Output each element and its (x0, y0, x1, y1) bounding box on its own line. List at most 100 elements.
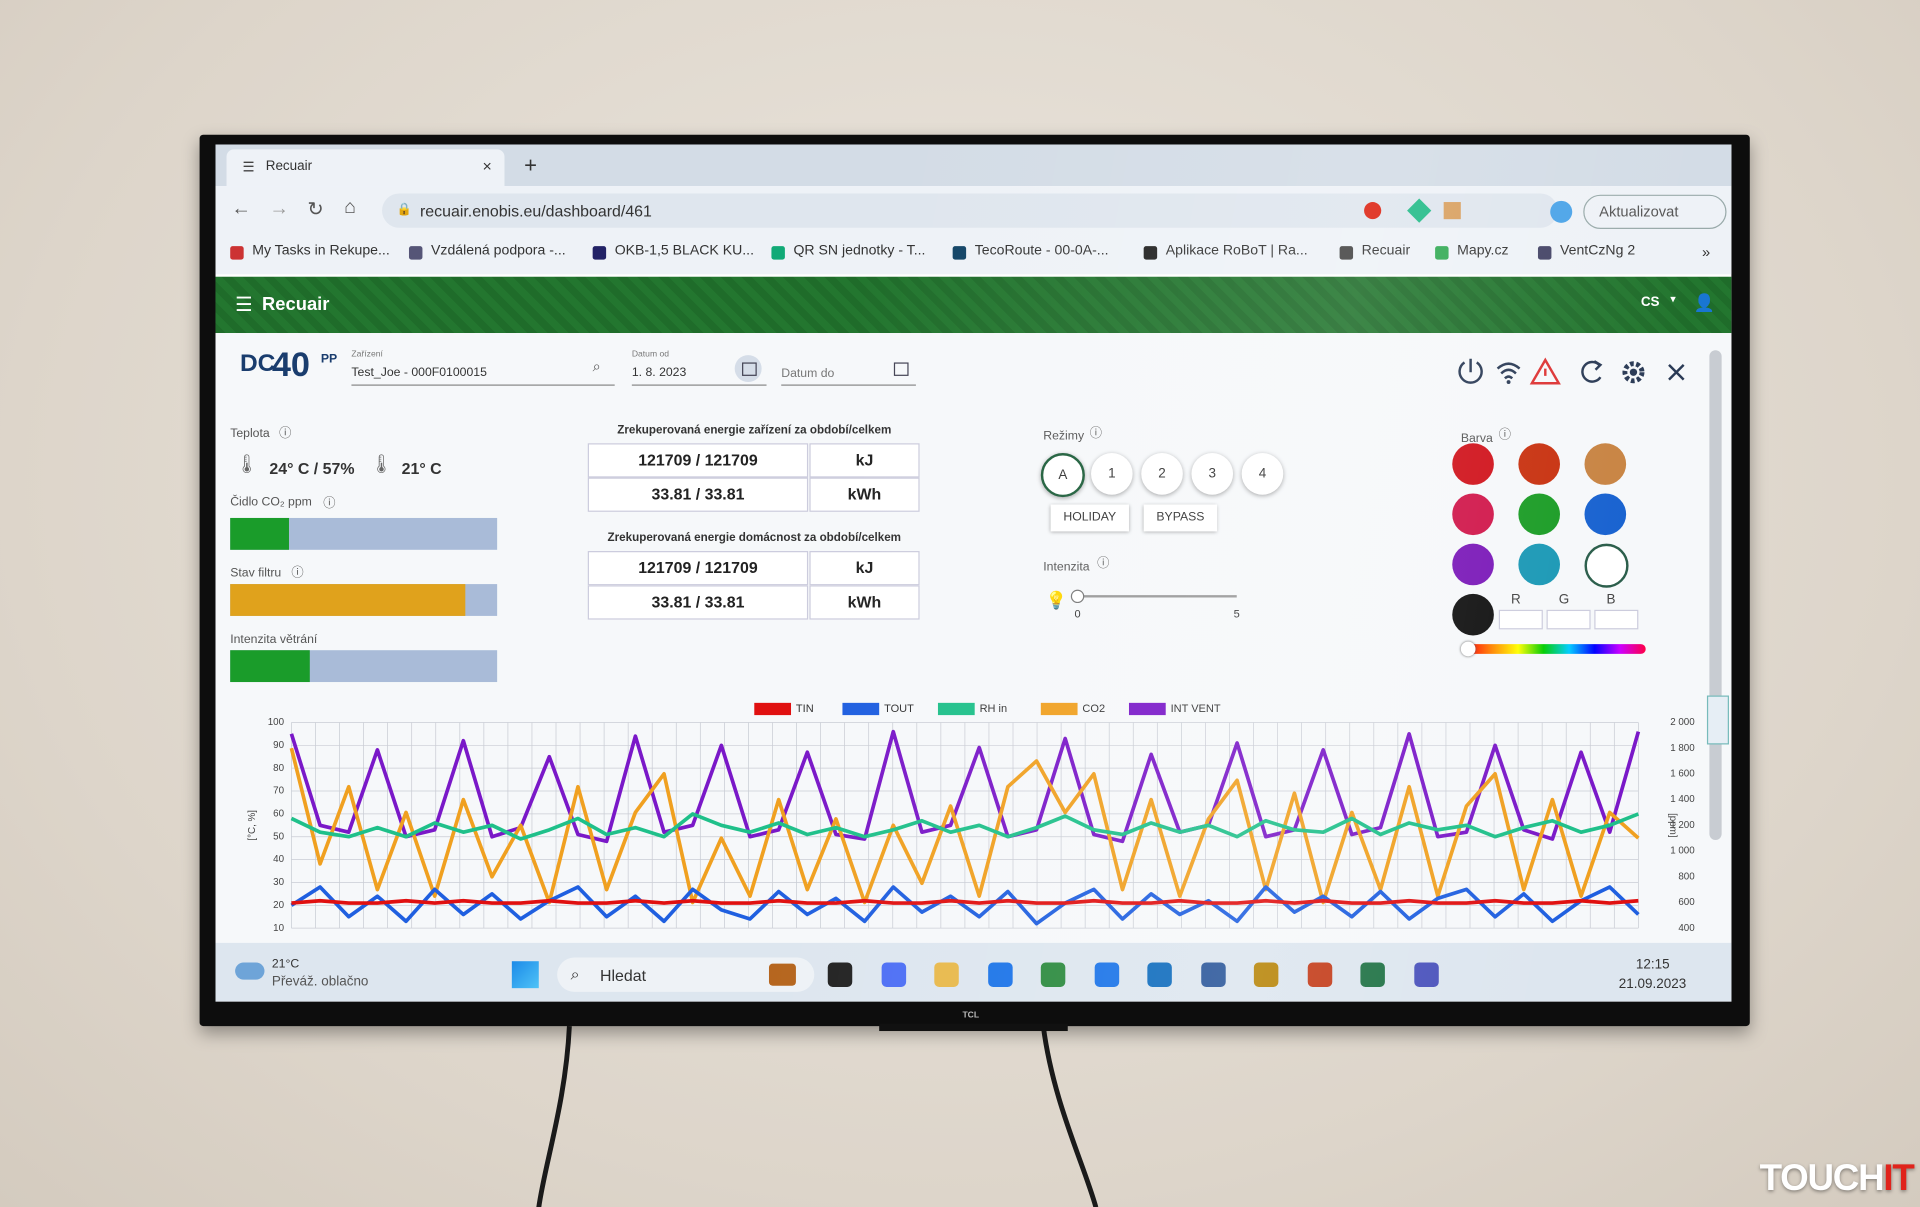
user-icon[interactable]: 👤 (1693, 292, 1715, 313)
color-swatch[interactable] (1584, 493, 1627, 536)
legend-label[interactable]: INT VENT (1171, 703, 1221, 715)
taskbar-app[interactable] (1307, 962, 1332, 987)
search-icon[interactable]: ⌕ (592, 357, 601, 375)
rgb-input[interactable] (1594, 609, 1639, 630)
taskbar-app[interactable] (1360, 962, 1385, 987)
mode-extra-button[interactable]: BYPASS (1143, 504, 1218, 532)
logo-dc: DC (240, 350, 276, 378)
mode-extra-button[interactable]: HOLIDAY (1050, 504, 1129, 532)
info-icon[interactable]: ⓘ (1089, 427, 1103, 441)
date-from-picker[interactable] (734, 355, 762, 383)
taskbar-app[interactable] (1253, 962, 1279, 987)
taskbar-app[interactable] (987, 962, 1013, 987)
bookmark[interactable]: QR SN jednotky - T... (793, 243, 926, 259)
taskbar-app[interactable] (1147, 962, 1172, 987)
color-swatch[interactable] (1518, 543, 1560, 586)
taskbar-app[interactable] (1413, 962, 1439, 987)
info-icon[interactable]: ⓘ (291, 566, 304, 581)
ext-icon[interactable] (1443, 202, 1461, 220)
color-swatch[interactable] (1452, 443, 1494, 485)
mode-button[interactable]: 3 (1191, 453, 1234, 495)
app-header (215, 276, 1732, 334)
color-swatch[interactable] (1452, 493, 1494, 536)
taskbar-app[interactable] (1040, 962, 1066, 987)
chart-tools[interactable] (1706, 695, 1729, 745)
tab[interactable] (226, 149, 505, 187)
mode-button[interactable]: 2 (1141, 453, 1183, 495)
address-bar[interactable] (382, 193, 1558, 228)
refresh-icon[interactable] (1581, 360, 1603, 383)
tab-close[interactable]: × (482, 156, 492, 176)
bookmarks-more[interactable]: » (1702, 243, 1711, 261)
mode-button[interactable]: 4 (1241, 453, 1284, 495)
settings-icon[interactable] (1622, 361, 1645, 384)
colors-label: Barva (1460, 432, 1493, 446)
mode-button[interactable]: 1 (1091, 453, 1133, 495)
mode-button[interactable]: A (1040, 453, 1085, 498)
date-to-picker[interactable] (893, 362, 909, 376)
legend-label[interactable]: TOUT (884, 703, 914, 715)
rgb-input[interactable] (1546, 609, 1591, 630)
taskbar-app[interactable] (881, 962, 906, 987)
info-icon[interactable]: ⓘ (1097, 557, 1110, 571)
power-icon[interactable] (1458, 358, 1483, 384)
wifi-icon[interactable] (1496, 362, 1521, 384)
bookmark[interactable]: My Tasks in Rekupe... (252, 243, 390, 259)
hue-slider[interactable] (1466, 644, 1646, 654)
rgb-input[interactable] (1498, 609, 1543, 630)
back-button[interactable]: ← (231, 198, 252, 220)
bookmark[interactable]: TecoRoute - 00-0A-... (974, 243, 1109, 259)
taskbar-app[interactable] (1094, 962, 1119, 987)
bookmark[interactable]: VentCzNg 2 (1560, 243, 1636, 259)
legend-label[interactable]: TIN (796, 703, 814, 715)
legend-label[interactable]: RH in (980, 703, 1008, 715)
watermark-part: IT (1883, 1158, 1914, 1199)
color-swatch[interactable] (1452, 543, 1494, 586)
reload-button[interactable]: ↻ (307, 199, 324, 221)
bookmark[interactable]: Recuair (1361, 243, 1411, 259)
y-tick-label: 20 (273, 900, 284, 911)
y2-axis-label: [ppm] (1667, 813, 1678, 838)
bookmark[interactable]: Vzdálená podpora -... (431, 243, 566, 259)
taskbar-app[interactable] (1200, 962, 1226, 987)
warning-icon[interactable] (1529, 357, 1561, 385)
start-button[interactable] (511, 961, 539, 989)
bookmark[interactable]: Mapy.cz (1457, 243, 1509, 259)
legend-label[interactable]: CO2 (1082, 703, 1105, 715)
bookmark-icon (1143, 246, 1158, 260)
info-icon[interactable]: ⓘ (323, 497, 336, 511)
bookmark[interactable]: Aplikace RoBoT | Ra... (1165, 243, 1308, 259)
color-swatch[interactable] (1518, 443, 1560, 485)
forward-button[interactable]: → (269, 198, 289, 220)
info-icon[interactable]: ⓘ (1498, 428, 1512, 443)
thermometer-icon: 🌡 (369, 454, 394, 476)
bookmark[interactable]: OKB-1,5 BLACK KU... (614, 243, 754, 259)
slider-thumb[interactable] (1070, 589, 1085, 604)
info-icon[interactable]: ⓘ (279, 427, 292, 441)
bookmark-icon (952, 246, 967, 260)
close-icon[interactable] (1668, 364, 1685, 381)
color-swatch[interactable] (1584, 443, 1627, 485)
hue-thumb[interactable] (1460, 641, 1476, 657)
search-highlight (768, 963, 796, 986)
ext-icon[interactable] (1364, 202, 1382, 220)
profile-icon[interactable] (1550, 200, 1573, 223)
bookmark-icon (1435, 246, 1449, 260)
color-swatch[interactable] (1518, 493, 1560, 536)
language[interactable]: CS (1640, 295, 1660, 310)
date-from-label: Datum od (631, 350, 670, 359)
level-bar (230, 584, 466, 616)
series-line (290, 812, 1640, 841)
y-tick-label: 70 (273, 786, 284, 797)
menu-icon[interactable]: ☰ (235, 295, 253, 316)
new-tab[interactable]: + (524, 153, 537, 178)
color-swatch[interactable] (1452, 593, 1494, 636)
color-swatch[interactable] (1584, 543, 1629, 588)
update-button[interactable] (1583, 194, 1727, 229)
taskbar-app[interactable] (934, 962, 959, 987)
taskbar-app[interactable] (827, 962, 853, 987)
home-button[interactable]: ⌂ (344, 197, 356, 218)
rgb-label: B (1606, 592, 1616, 608)
